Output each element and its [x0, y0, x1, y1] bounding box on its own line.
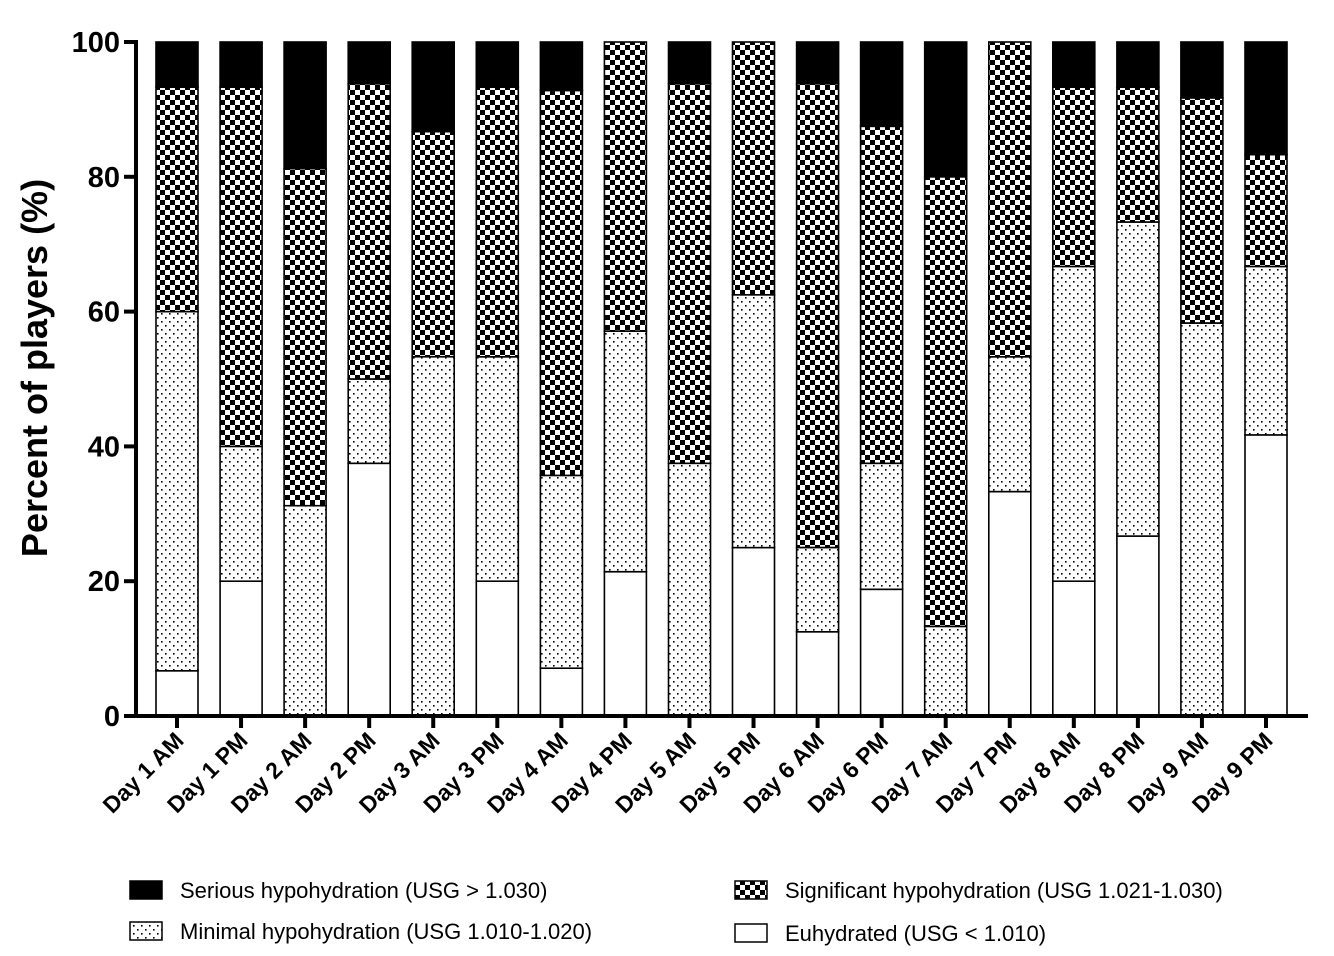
y-tick-label: 0: [104, 701, 120, 733]
bar-segment-solid-17: [1180, 41, 1224, 99]
bar-segment-dots-13: [923, 625, 968, 717]
bar-segment-solid-18: [1244, 41, 1288, 156]
bar-segment-dots-3: [283, 504, 327, 717]
bar-segment-dots-2: [219, 445, 263, 582]
bar-segment-checker-17: [1180, 97, 1224, 324]
y-tick-label: 60: [88, 297, 120, 329]
bar-segment-solid-16: [1116, 41, 1160, 89]
bar-segment-dots-8: [603, 330, 648, 573]
bar-segment-blank-2: [219, 580, 263, 717]
bar-segment-checker-5: [411, 130, 456, 358]
legend-item-significant: Significant hypohydration (USG 1.021-1.0…: [734, 878, 1223, 903]
bar-segment-checker-10: [731, 41, 776, 296]
bar-segment-blank-14: [987, 490, 1032, 717]
bar-segment-checker-6: [475, 86, 520, 358]
bar-segment-blank-1: [155, 669, 199, 717]
bar-segment-checker-12: [859, 125, 904, 465]
axes-layer: [134, 40, 1308, 718]
bar-segment-blank-16: [1116, 535, 1160, 717]
bar-segment-blank-7: [539, 667, 584, 717]
bar-segment-dots-4: [347, 378, 392, 465]
bar-segment-blank-4: [347, 462, 392, 717]
legend-item-minimal: Minimal hypohydration (USG 1.010-1.020): [129, 919, 592, 944]
bar-segment-blank-10: [731, 546, 776, 717]
y-tick-label: 100: [72, 27, 120, 59]
bar-segment-dots-15: [1052, 265, 1096, 582]
bar-segment-solid-15: [1052, 41, 1096, 89]
bar-segment-solid-5: [411, 41, 456, 133]
bar-segment-solid-6: [475, 41, 520, 89]
y-tick-label: 40: [88, 431, 120, 463]
bar-segment-blank-11: [795, 630, 840, 717]
bar-segment-checker-3: [283, 167, 327, 507]
bar-segment-checker-2: [219, 86, 263, 448]
bar-segment-dots-11: [795, 546, 840, 633]
bar-segment-dots-12: [859, 462, 904, 591]
bar-segment-blank-18: [1244, 434, 1288, 717]
bar-segment-checker-15: [1052, 86, 1096, 268]
bar-segment-checker-4: [347, 83, 392, 380]
bar-segment-blank-12: [859, 588, 904, 717]
bar-segment-solid-13: [923, 41, 968, 178]
bar-segment-checker-1: [155, 86, 199, 313]
legend-swatch-euhydrated: [734, 923, 768, 943]
bar-segment-blank-15: [1052, 580, 1096, 717]
bar-segment-solid-12: [859, 41, 904, 128]
bar-segment-dots-14: [987, 355, 1032, 493]
legend-label-euhydrated: Euhydrated (USG < 1.010): [785, 921, 1046, 946]
bar-segment-blank-6: [475, 580, 520, 717]
bar-segment-dots-17: [1180, 322, 1224, 717]
bar-segment-checker-9: [667, 83, 712, 465]
bar-segment-solid-2: [219, 41, 263, 89]
bar-segment-dots-6: [475, 355, 520, 582]
bar-segment-checker-11: [795, 83, 840, 549]
bar-segment-blank-8: [603, 570, 648, 717]
legend-label-serious: Serious hypohydration (USG > 1.030): [180, 878, 547, 903]
bar-segment-dots-16: [1116, 221, 1160, 537]
bar-segment-checker-8: [603, 41, 648, 332]
bar-segment-solid-1: [155, 41, 199, 89]
bar-segment-checker-13: [923, 176, 968, 628]
legend-item-euhydrated: Euhydrated (USG < 1.010): [734, 921, 1046, 946]
legend: Serious hypohydration (USG > 1.030) Sign…: [129, 878, 1223, 946]
y-tick-label: 20: [88, 566, 120, 598]
bar-segment-dots-10: [731, 293, 776, 549]
bar-segment-dots-7: [539, 474, 584, 669]
bar-segment-solid-3: [283, 41, 327, 170]
bar-segment-dots-9: [667, 462, 712, 717]
bar-segment-dots-1: [155, 310, 199, 672]
legend-swatch-significant: [734, 880, 768, 900]
legend-label-minimal: Minimal hypohydration (USG 1.010-1.020): [180, 919, 592, 944]
bar-segment-dots-5: [411, 355, 456, 717]
bar-segment-checker-16: [1116, 86, 1160, 223]
legend-label-significant: Significant hypohydration (USG 1.021-1.0…: [785, 878, 1223, 903]
bar-segment-solid-9: [667, 41, 712, 85]
bar-segment-checker-7: [539, 89, 584, 477]
y-ticks: 0 20 40 60 80 100: [72, 27, 136, 733]
y-tick-label: 80: [88, 162, 120, 194]
legend-swatch-serious: [129, 880, 163, 900]
bars-layer: [155, 41, 1288, 717]
bar-segment-solid-4: [347, 41, 392, 85]
legend-item-serious: Serious hypohydration (USG > 1.030): [129, 878, 547, 903]
legend-swatch-minimal: [129, 921, 163, 941]
bar-segment-dots-18: [1244, 265, 1288, 436]
y-axis-title: Percent of players (%): [14, 179, 55, 557]
bar-segment-checker-14: [987, 41, 1032, 358]
bar-segment-solid-11: [795, 41, 840, 85]
bar-segment-solid-7: [539, 41, 584, 92]
bar-segment-checker-18: [1244, 153, 1288, 268]
